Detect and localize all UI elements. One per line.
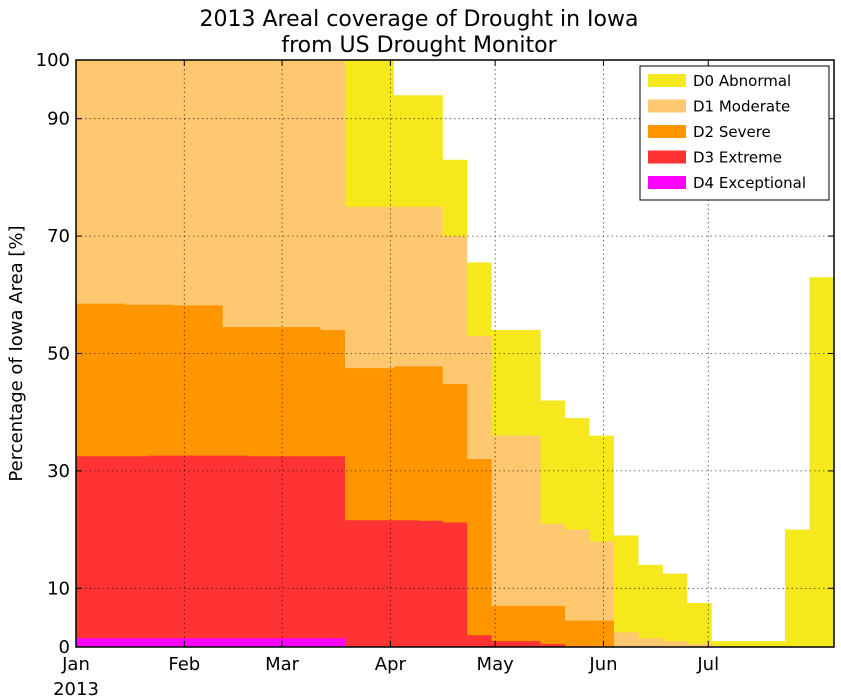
y-tick-label: 90 (47, 109, 70, 130)
series-area-3 (76, 455, 834, 647)
x-tick-label: Feb (168, 654, 200, 675)
y-tick-label: 30 (47, 461, 70, 482)
legend-label: D3 Extreme (693, 149, 782, 167)
chart-title: 2013 Areal coverage of Drought in Iowa (200, 7, 639, 32)
grid-layer (76, 60, 834, 647)
y-tick-label: 0 (59, 637, 70, 658)
x-tick-label: Jul (696, 654, 719, 675)
y-ticks: 0 10 30 50 70 90 100 (36, 50, 834, 658)
x-tick-label: Jun (588, 654, 617, 675)
legend-label: D0 Abnormal (693, 72, 791, 90)
legend-swatch (648, 150, 686, 164)
x-tick-label: May (477, 654, 515, 675)
x-tick-label: Apr (375, 654, 407, 675)
series-area-4 (76, 638, 834, 647)
x-ticks: Jan Feb Mar Apr May Jun Jul (61, 60, 719, 675)
y-tick-label: 70 (47, 226, 70, 247)
y-tick-label: 10 (47, 578, 70, 599)
legend-swatch (648, 99, 686, 113)
x-tick-label: Mar (265, 654, 300, 675)
legend-swatch (648, 176, 686, 189)
legend-label: D2 Severe (693, 123, 771, 141)
legend-swatch (648, 74, 686, 87)
legend-label: D4 Exceptional (693, 174, 806, 192)
legend-swatch (648, 125, 686, 138)
y-tick-label: 100 (36, 50, 70, 71)
x-tick-label: Jan (61, 654, 90, 675)
legend: D0 Abnormal D1 Moderate D2 Severe D3 Extrem… (639, 65, 830, 201)
x-tick-sublabel: 2013 (53, 679, 99, 700)
chart-subtitle: from US Drought Monitor (281, 33, 557, 58)
y-axis-label: Percentage of Iowa Area [%] (6, 225, 27, 481)
y-tick-label: 50 (47, 344, 70, 365)
legend-label: D1 Moderate (693, 98, 790, 116)
